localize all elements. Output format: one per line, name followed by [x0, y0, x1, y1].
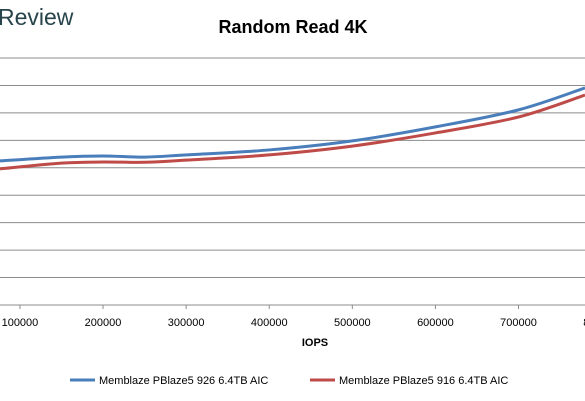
legend-label: Memblaze PBlaze5 916 6.4TB AIC [339, 375, 508, 387]
x-tick-label: 500000 [334, 317, 371, 329]
series-line [0, 93, 585, 171]
brand: Review [0, 4, 74, 30]
x-tick-label: 100000 [2, 317, 39, 329]
x-tick-label: 200000 [85, 317, 122, 329]
legend-label: Memblaze PBlaze5 926 6.4TB AIC [99, 375, 268, 387]
x-tick-label: 400000 [251, 317, 288, 329]
x-tick-label: 300000 [168, 317, 205, 329]
x-tick-label: 600000 [417, 317, 454, 329]
x-tick-label: 700000 [500, 317, 537, 329]
chart-title: Random Read 4K [218, 17, 367, 37]
x-tick-label: 800000 [583, 317, 585, 329]
x-axis-label: IOPS [302, 337, 328, 349]
series-line [0, 86, 585, 163]
